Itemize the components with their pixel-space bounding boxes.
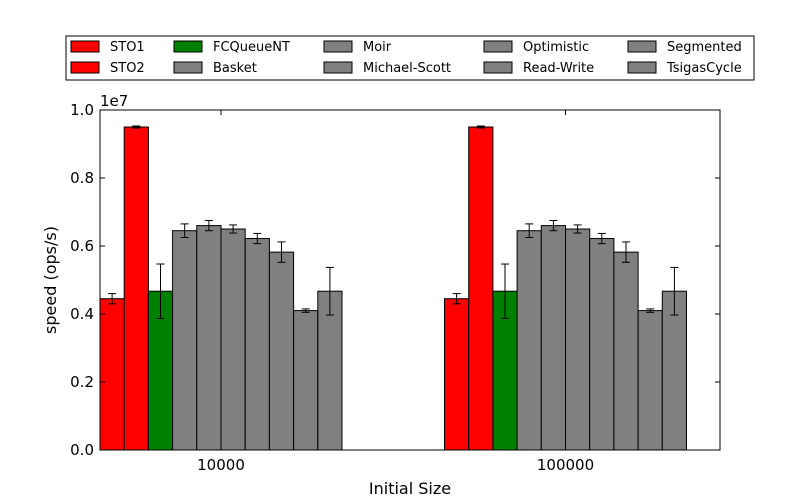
legend-label: TsigasCycle [666,61,742,76]
error-bar-sto2-10000 [132,125,141,129]
legend-label: Michael-Scott [363,61,451,76]
legend-swatch [483,40,513,53]
bar-moir-100000 [540,225,566,451]
bar-sto2-10000 [123,126,149,451]
bars-group [99,125,687,451]
legend-swatch [70,40,100,53]
legend-label: FCQueueNT [213,40,290,55]
error-bar-basket-100000 [525,223,534,238]
error-bar-sto2-100000 [476,125,485,129]
bar-basket-100000 [516,230,542,451]
error-bar-michael-scott-10000 [229,224,238,234]
bar-segmented-10000 [293,310,319,451]
legend-label: STO2 [110,61,145,76]
legend-item-optimistic: Optimistic [483,40,589,55]
bar-sto1-100000 [444,298,470,451]
error-bar-basket-10000 [180,223,189,238]
bar-michael-scott-10000 [220,228,246,451]
legend-swatch [323,40,353,53]
legend-swatch [627,61,657,74]
legend-item-read-write: Read-Write [483,61,594,76]
y-tick-label: 1.0 [70,101,94,119]
legend-label: Read-Write [523,61,594,76]
error-bar-read-write-100000 [622,241,630,263]
error-bar-segmented-100000 [646,308,655,313]
error-bar-sto1-100000 [452,293,461,305]
legend-label: STO1 [110,40,145,55]
y-axis-title: speed (ops/s) [41,226,60,334]
legend-label: Optimistic [523,40,589,55]
error-bar-tsigascycle-10000 [325,266,334,316]
bar-michael-scott-100000 [565,228,591,451]
legend-item-michael-scott: Michael-Scott [323,61,451,76]
error-bar-fcqueuent-100000 [501,263,509,319]
legend-swatch [173,61,203,74]
legend: STO1 STO2 FCQueueNT Basket Moir Michael-Scott… [65,35,755,81]
y-tick-label: 0.4 [70,305,94,323]
legend-item-segmented: Segmented [627,40,742,55]
x-axis-title: Initial Size [369,479,451,498]
legend-label: Basket [213,61,257,76]
y-tick-label: 0.6 [70,237,94,255]
x-tick-label: 10000 [197,456,245,474]
axes-group: 0.0 0.2 0.4 0.6 0.8 1.0 10000 100000 [70,101,721,474]
legend-item-sto1: STO1 [70,40,145,55]
error-bar-tsigascycle-100000 [670,266,679,316]
bar-moir-10000 [196,225,222,451]
bar-optimistic-100000 [589,238,615,451]
error-bar-moir-10000 [204,220,213,232]
y-tick-label: 0.8 [70,169,94,187]
bar-read-write-100000 [613,251,639,451]
bar-segmented-100000 [637,310,663,451]
legend-swatch [627,40,657,53]
legend-swatch [173,40,203,53]
legend-swatch [483,61,513,74]
legend-label: Moir [363,40,392,55]
legend-swatch [323,61,353,74]
bar-basket-10000 [172,230,198,451]
error-bar-moir-100000 [549,220,558,232]
legend-item-sto2: STO2 [70,61,145,76]
legend-swatch [70,61,100,74]
x-tick-label: 100000 [537,456,594,474]
y-tick-label: 0.2 [70,373,94,391]
bar-sto1-10000 [99,298,125,451]
bar-read-write-10000 [268,251,295,451]
error-bar-optimistic-100000 [597,232,606,245]
plot-frame [99,109,721,451]
error-bar-segmented-10000 [301,308,310,313]
bar-sto2-100000 [468,126,494,451]
y-tick-label: 0.0 [70,441,94,459]
legend-label: Segmented [667,40,742,55]
y-axis-offset-label: 1e7 [100,92,128,110]
error-bar-read-write-10000 [277,241,286,263]
error-bar-sto1-10000 [108,293,117,305]
legend-item-fcqueuent: FCQueueNT [173,40,290,55]
error-bar-fcqueuent-10000 [156,263,165,319]
error-bar-michael-scott-100000 [573,224,582,234]
legend-item-moir: Moir [323,40,392,55]
legend-item-basket: Basket [173,61,257,76]
error-bar-optimistic-10000 [253,232,262,245]
legend-item-tsigascycle: TsigasCycle [627,61,742,76]
bar-optimistic-10000 [244,238,270,451]
